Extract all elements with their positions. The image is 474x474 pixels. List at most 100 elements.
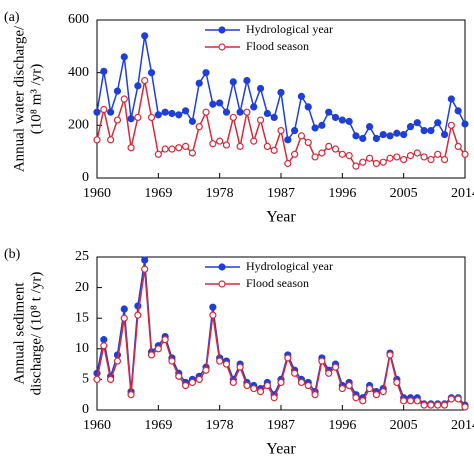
data-point — [277, 378, 285, 387]
data-point — [236, 108, 244, 116]
legend-marker — [218, 26, 226, 34]
data-point — [345, 381, 353, 390]
data-point — [400, 155, 408, 164]
data-point — [256, 388, 265, 396]
data-point — [270, 146, 278, 154]
data-point — [263, 142, 271, 150]
data-point — [393, 129, 401, 137]
data-point — [447, 121, 455, 129]
data-point — [107, 375, 115, 383]
data-point — [413, 149, 421, 157]
data-point — [229, 378, 237, 387]
data-point — [413, 119, 421, 127]
y-tick-label: 20 — [75, 280, 89, 295]
data-point — [161, 336, 169, 344]
data-point — [161, 108, 169, 116]
data-point — [277, 127, 285, 135]
x-tick-label: 1978 — [206, 186, 234, 201]
data-point — [331, 145, 340, 153]
data-point — [461, 150, 469, 158]
data-point — [400, 130, 408, 139]
data-point — [304, 138, 312, 147]
data-point — [216, 357, 224, 365]
x-tick-label: 2005 — [390, 186, 418, 201]
data-point — [209, 100, 217, 108]
data-point — [291, 150, 299, 158]
data-point — [393, 378, 401, 387]
x-tick-label: 1960 — [83, 186, 111, 201]
data-point — [420, 153, 428, 161]
data-point — [202, 108, 210, 116]
data-point — [400, 397, 408, 405]
data-point — [359, 158, 367, 166]
data-point — [454, 395, 462, 403]
data-point — [352, 394, 360, 402]
x-tick-label: 1960 — [83, 418, 111, 433]
data-point — [263, 109, 271, 118]
data-point — [141, 256, 149, 264]
data-point — [440, 155, 449, 164]
data-point — [256, 116, 265, 124]
data-point — [427, 401, 435, 409]
data-point — [345, 117, 353, 125]
data-point — [229, 113, 237, 122]
legend-marker — [218, 280, 226, 288]
data-point — [113, 357, 122, 365]
data-point — [209, 140, 217, 148]
data-point — [250, 384, 258, 393]
x-tick-label: 2005 — [390, 418, 418, 433]
data-point — [175, 144, 183, 152]
data-point — [318, 149, 326, 157]
data-point — [222, 141, 231, 149]
data-point — [250, 103, 258, 111]
legend-label: Flood season — [246, 39, 309, 53]
data-point — [222, 360, 231, 368]
data-point — [311, 153, 319, 161]
data-point — [229, 78, 237, 86]
data-point — [250, 137, 258, 145]
data-point — [447, 395, 455, 403]
data-point — [209, 303, 217, 311]
data-point — [359, 134, 367, 143]
data-point — [434, 150, 442, 158]
data-point — [147, 69, 156, 77]
legend-label: Flood season — [246, 276, 309, 290]
x-axis-label: Year — [266, 441, 296, 458]
data-point — [338, 384, 346, 393]
data-point — [181, 142, 190, 150]
data-point — [304, 381, 312, 390]
data-point — [93, 375, 101, 383]
x-tick-label: 1978 — [206, 418, 234, 433]
data-point — [236, 363, 244, 371]
data-point — [386, 154, 394, 162]
data-point — [365, 123, 374, 131]
data-point — [325, 369, 333, 377]
x-tick-label: 2014 — [451, 186, 474, 201]
data-point — [434, 401, 442, 409]
data-point — [297, 132, 306, 140]
data-point — [359, 397, 367, 405]
data-point — [331, 113, 340, 122]
y-axis-label: Annual water discharge/ — [11, 25, 27, 172]
data-point — [291, 369, 299, 377]
data-point — [141, 32, 149, 40]
x-tick-label: 1969 — [144, 418, 172, 433]
data-point — [440, 130, 449, 139]
data-point — [175, 111, 183, 119]
data-point — [134, 311, 142, 319]
data-point — [168, 109, 176, 118]
y-tick-label: 600 — [68, 12, 89, 27]
data-point — [222, 108, 231, 116]
y-tick-label: 25 — [75, 249, 89, 264]
data-point — [352, 132, 360, 140]
legend-label: Hydrological year — [246, 22, 333, 36]
data-point — [379, 130, 387, 139]
data-point — [168, 145, 176, 153]
data-point — [427, 127, 435, 135]
data-point — [427, 155, 435, 164]
data-point — [202, 366, 210, 374]
data-point — [181, 107, 190, 115]
y-tick-label: 0 — [82, 170, 89, 185]
data-point — [461, 403, 469, 411]
